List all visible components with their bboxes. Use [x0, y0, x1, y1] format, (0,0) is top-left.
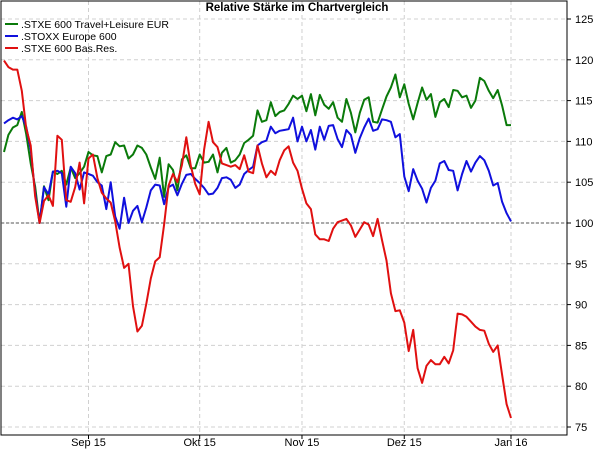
legend-label-0: .STXE 600 Travel+Leisure EUR — [21, 19, 169, 31]
y-tick-label: 85 — [575, 340, 587, 352]
plot-frame — [0, 0, 568, 436]
y-axis: 75 80 85 90 95 100 105 110 115 120 125 — [567, 14, 593, 434]
y-tick-label: 100 — [575, 218, 593, 230]
y-tick-label: 90 — [575, 300, 587, 312]
legend-label-1: .STOXX Europe 600 — [21, 31, 117, 43]
chart-title: Relative Stärke im Chartvergleich — [206, 2, 389, 14]
series-line-0 — [3, 73, 511, 224]
series-group — [3, 60, 512, 419]
y-tick-label: 110 — [575, 136, 593, 148]
x-tick-label: Sep 15 — [71, 437, 106, 449]
y-tick-label: 115 — [575, 96, 593, 108]
x-tick-label: Jan 16 — [494, 437, 527, 449]
y-tick-label: 105 — [575, 177, 593, 189]
y-tick-label: 75 — [575, 422, 587, 434]
legend-label-2: .STXE 600 Bas.Res. — [21, 43, 117, 55]
x-tick-label: Nov 15 — [285, 437, 320, 449]
x-axis: Sep 15 Okt 15 Nov 15 Dez 15 Jan 16 — [71, 435, 528, 449]
x-tick-label: Okt 15 — [183, 437, 215, 449]
legend: .STXE 600 Travel+Leisure EUR.STOXX Europ… — [5, 19, 169, 55]
y-tick-label: 80 — [575, 381, 587, 393]
series-line-2 — [3, 60, 512, 419]
y-tick-label: 95 — [575, 259, 587, 271]
y-tick-label: 120 — [575, 55, 593, 67]
x-tick-label: Dez 15 — [387, 437, 422, 449]
y-tick-label: 125 — [575, 14, 593, 26]
